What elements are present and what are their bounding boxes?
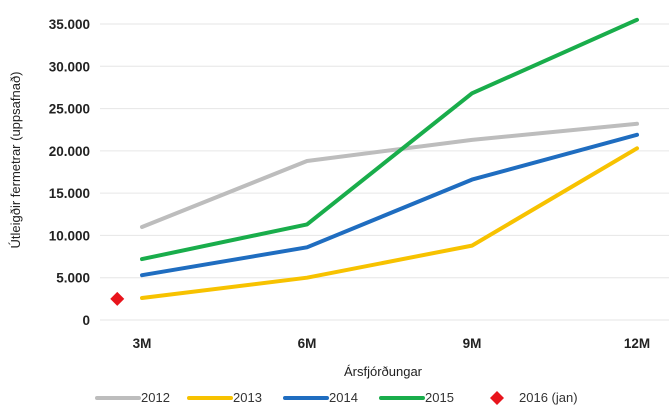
y-tick-label: 20.000 [49, 144, 90, 159]
legend-swatch-2016-jan [490, 391, 504, 405]
x-axis-ticks: 3M 6M 9M 12M [133, 336, 651, 351]
series-line-2013 [140, 146, 639, 300]
series-line-2014 [140, 132, 639, 278]
legend-label-2014: 2014 [329, 390, 358, 405]
legend-label-2012: 2012 [141, 390, 170, 405]
series-line-2012 [140, 121, 639, 229]
series-line-2015 [140, 17, 639, 262]
legend-label-2013: 2013 [233, 390, 262, 405]
series-points [110, 291, 125, 306]
x-tick-label: 3M [133, 336, 152, 351]
legend-label-2015: 2015 [425, 390, 454, 405]
gridlines [100, 23, 669, 321]
legend: 2012 2013 2014 2015 2016 (jan) [95, 390, 578, 405]
y-tick-label: 30.000 [49, 59, 90, 74]
x-tick-label: 9M [463, 336, 482, 351]
y-tick-label: 5.000 [56, 271, 90, 286]
y-tick-label: 10.000 [49, 228, 90, 243]
y-tick-label: 0 [82, 313, 90, 328]
x-axis-title: Ársfjórðungar [344, 364, 423, 379]
point-2016-jan [110, 291, 125, 306]
y-axis-ticks: 0 5.000 10.000 15.000 20.000 25.000 30.000 35.0… [49, 17, 90, 328]
legend-label-2016-jan: 2016 (jan) [519, 390, 578, 405]
series-lines [140, 17, 639, 300]
y-tick-label: 15.000 [49, 186, 90, 201]
y-tick-label: 25.000 [49, 102, 90, 117]
y-axis-title: Útleigðir fermetrar (uppsafnað) [8, 71, 23, 248]
y-tick-label: 35.000 [49, 17, 90, 32]
x-tick-label: 6M [298, 336, 317, 351]
x-tick-label: 12M [624, 336, 650, 351]
